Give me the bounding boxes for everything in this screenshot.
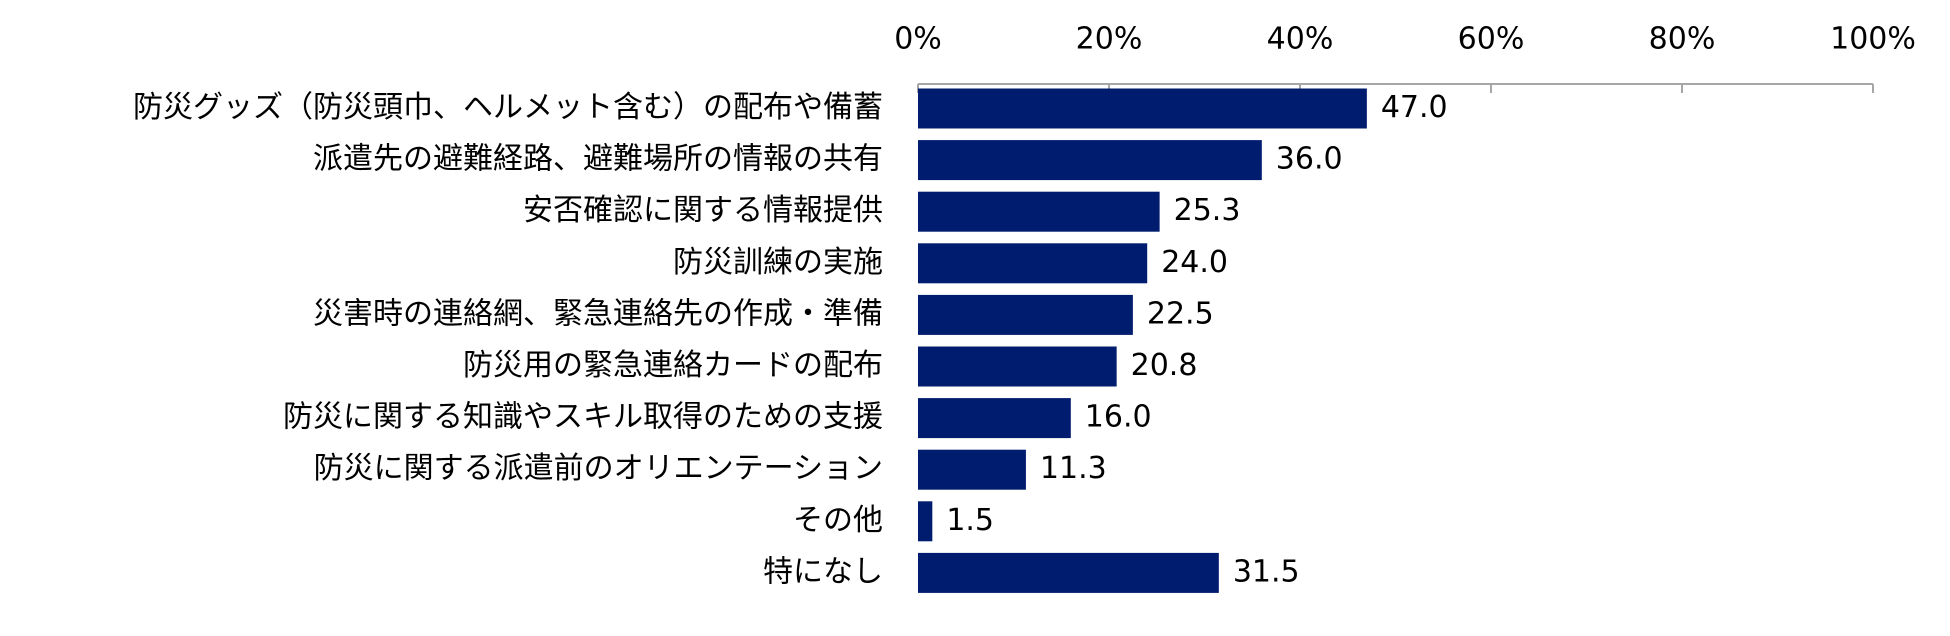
data-label: 20.8 [1131, 348, 1198, 383]
category-label: 派遣先の避難経路、避難場所の情報の共有 [313, 142, 883, 177]
bar [918, 501, 933, 542]
data-label: 1.5 [946, 503, 994, 538]
data-label: 11.3 [1040, 451, 1107, 486]
category-label: 特になし [763, 554, 883, 589]
x-tick-label: 100% [1830, 22, 1916, 57]
data-label: 24.0 [1161, 245, 1228, 280]
x-tick-label: 40% [1267, 22, 1334, 57]
data-label: 25.3 [1174, 193, 1241, 228]
category-label: 防災に関する派遣前のオリエンテーション [314, 451, 883, 486]
x-tick-label: 20% [1076, 22, 1143, 57]
bar [918, 191, 1160, 232]
data-label: 22.5 [1147, 296, 1214, 331]
category-label: 災害時の連絡網、緊急連絡先の作成・準備 [313, 296, 883, 331]
data-label: 47.0 [1381, 90, 1448, 125]
category-label: 防災グッズ（防災頭巾、ヘルメット含む）の配布や備蓄 [133, 90, 883, 125]
category-label: 防災に関する知識やスキル取得のための支援 [283, 400, 883, 435]
x-tick-label: 80% [1649, 22, 1716, 57]
bar [918, 294, 1133, 335]
bar [918, 140, 1262, 181]
data-label: 31.5 [1233, 554, 1300, 589]
bars-layer [918, 88, 1367, 593]
category-label: 安否確認に関する情報提供 [523, 193, 883, 228]
axis-layer: 0% 20% 40% 60% 80% 100% [894, 22, 1916, 93]
category-label: その他 [793, 503, 883, 538]
bar [918, 243, 1148, 284]
bar [918, 88, 1367, 129]
bar [918, 449, 1026, 490]
bar [918, 346, 1117, 387]
bar [918, 552, 1219, 593]
x-tick-label: 0% [894, 22, 942, 57]
data-label: 16.0 [1085, 400, 1152, 435]
labels-layer: 防災グッズ（防災頭巾、ヘルメット含む）の配布や備蓄 47.0 派遣先の避難経路、避難… [133, 90, 1448, 589]
category-label: 防災訓練の実施 [673, 245, 883, 280]
x-tick-label: 60% [1458, 22, 1525, 57]
data-label: 36.0 [1276, 142, 1343, 177]
bar [918, 398, 1071, 439]
category-label: 防災用の緊急連絡カードの配布 [463, 348, 883, 383]
